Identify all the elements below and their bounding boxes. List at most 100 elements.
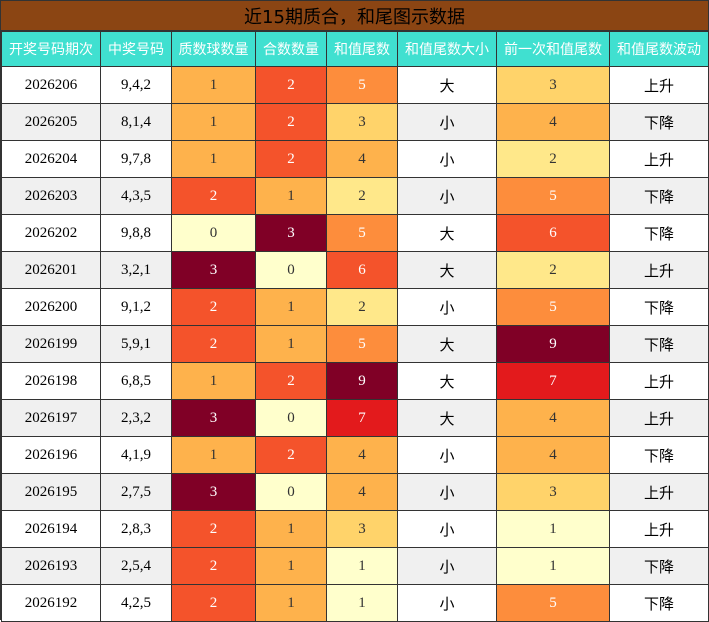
- sum-tail-cell: 7: [326, 399, 398, 437]
- prime-count-cell: 2: [171, 584, 256, 622]
- composite-count-cell: 3: [255, 214, 327, 252]
- prev-tail-cell: 2: [496, 251, 610, 289]
- prime-count-cell: 3: [171, 399, 256, 437]
- prime-count-cell: 1: [171, 66, 256, 104]
- composite-count-cell: 0: [255, 251, 327, 289]
- table-row: 2026200 9,1,2 2 1 2 小 5 下降: [1, 288, 709, 326]
- period-cell: 2026204: [1, 140, 101, 178]
- prev-tail-cell: 5: [496, 288, 610, 326]
- period-cell: 2026202: [1, 214, 101, 252]
- period-cell: 2026205: [1, 103, 101, 141]
- table-row: 2026205 8,1,4 1 2 3 小 4 下降: [1, 103, 709, 141]
- sum-tail-cell: 5: [326, 325, 398, 363]
- composite-count-cell: 1: [255, 325, 327, 363]
- tail-size-cell: 小: [397, 140, 497, 178]
- composite-count-cell: 1: [255, 547, 327, 585]
- tail-size-cell: 小: [397, 547, 497, 585]
- winning-numbers-cell: 9,7,8: [100, 140, 172, 178]
- table-row: 2026206 9,4,2 1 2 5 大 3 上升: [1, 66, 709, 104]
- winning-numbers-cell: 2,5,4: [100, 547, 172, 585]
- tail-trend-cell: 上升: [609, 399, 709, 437]
- tail-trend-cell: 上升: [609, 510, 709, 548]
- prev-tail-cell: 4: [496, 103, 610, 141]
- prime-count-cell: 1: [171, 103, 256, 141]
- winning-numbers-cell: 8,1,4: [100, 103, 172, 141]
- table-row: 2026201 3,2,1 3 0 6 大 2 上升: [1, 251, 709, 289]
- prev-tail-cell: 4: [496, 436, 610, 474]
- header-sum-tail: 和值尾数: [326, 31, 398, 67]
- tail-size-cell: 大: [397, 66, 497, 104]
- composite-count-cell: 1: [255, 510, 327, 548]
- sum-tail-cell: 1: [326, 584, 398, 622]
- winning-numbers-cell: 9,1,2: [100, 288, 172, 326]
- tail-size-cell: 小: [397, 103, 497, 141]
- composite-count-cell: 1: [255, 288, 327, 326]
- period-cell: 2026195: [1, 473, 101, 511]
- tail-size-cell: 大: [397, 362, 497, 400]
- prime-count-cell: 2: [171, 510, 256, 548]
- table-row: 2026202 9,8,8 0 3 5 大 6 下降: [1, 214, 709, 252]
- tail-size-cell: 大: [397, 251, 497, 289]
- table-row: 2026196 4,1,9 1 2 4 小 4 下降: [1, 436, 709, 474]
- composite-count-cell: 0: [255, 473, 327, 511]
- tail-trend-cell: 上升: [609, 66, 709, 104]
- prev-tail-cell: 6: [496, 214, 610, 252]
- winning-numbers-cell: 2,7,5: [100, 473, 172, 511]
- header-composite-count: 合数数量: [255, 31, 327, 67]
- table-row: 2026192 4,2,5 2 1 1 小 5 下降: [1, 584, 709, 622]
- sum-tail-cell: 5: [326, 66, 398, 104]
- lottery-stats-table: 开奖号码期次 中奖号码 质数球数量 合数数量 和值尾数 和值尾数大小 前一次和值…: [1, 31, 709, 622]
- period-cell: 2026197: [1, 399, 101, 437]
- tail-trend-cell: 下降: [609, 584, 709, 622]
- tail-trend-cell: 上升: [609, 251, 709, 289]
- table-row: 2026193 2,5,4 2 1 1 小 1 下降: [1, 547, 709, 585]
- header-prev-tail: 前一次和值尾数: [496, 31, 610, 67]
- prime-count-cell: 2: [171, 325, 256, 363]
- sum-tail-cell: 3: [326, 103, 398, 141]
- prev-tail-cell: 7: [496, 362, 610, 400]
- composite-count-cell: 1: [255, 177, 327, 215]
- header-period: 开奖号码期次: [1, 31, 101, 67]
- header-prime-count: 质数球数量: [171, 31, 256, 67]
- period-cell: 2026200: [1, 288, 101, 326]
- prime-count-cell: 2: [171, 288, 256, 326]
- tail-size-cell: 小: [397, 288, 497, 326]
- prev-tail-cell: 1: [496, 547, 610, 585]
- tail-trend-cell: 下降: [609, 177, 709, 215]
- header-numbers: 中奖号码: [100, 31, 172, 67]
- sum-tail-cell: 3: [326, 510, 398, 548]
- winning-numbers-cell: 5,9,1: [100, 325, 172, 363]
- tail-trend-cell: 下降: [609, 547, 709, 585]
- prime-count-cell: 1: [171, 140, 256, 178]
- table-row: 2026203 4,3,5 2 1 2 小 5 下降: [1, 177, 709, 215]
- header-tail-trend: 和值尾数波动: [609, 31, 709, 67]
- tail-size-cell: 小: [397, 436, 497, 474]
- table-row: 2026199 5,9,1 2 1 5 大 9 下降: [1, 325, 709, 363]
- period-cell: 2026201: [1, 251, 101, 289]
- prime-count-cell: 3: [171, 251, 256, 289]
- sum-tail-cell: 2: [326, 288, 398, 326]
- sum-tail-cell: 4: [326, 473, 398, 511]
- tail-trend-cell: 下降: [609, 103, 709, 141]
- header-row: 开奖号码期次 中奖号码 质数球数量 合数数量 和值尾数 和值尾数大小 前一次和值…: [1, 31, 709, 67]
- sum-tail-cell: 1: [326, 547, 398, 585]
- winning-numbers-cell: 9,4,2: [100, 66, 172, 104]
- table-title: 近15期质合，和尾图示数据: [1, 1, 708, 31]
- prime-count-cell: 1: [171, 362, 256, 400]
- table-row: 2026194 2,8,3 2 1 3 小 1 上升: [1, 510, 709, 548]
- prime-count-cell: 2: [171, 547, 256, 585]
- header-tail-size: 和值尾数大小: [397, 31, 497, 67]
- winning-numbers-cell: 2,8,3: [100, 510, 172, 548]
- period-cell: 2026198: [1, 362, 101, 400]
- prev-tail-cell: 5: [496, 177, 610, 215]
- tail-trend-cell: 下降: [609, 436, 709, 474]
- prev-tail-cell: 2: [496, 140, 610, 178]
- table-row: 2026195 2,7,5 3 0 4 小 3 上升: [1, 473, 709, 511]
- period-cell: 2026194: [1, 510, 101, 548]
- period-cell: 2026196: [1, 436, 101, 474]
- prev-tail-cell: 3: [496, 473, 610, 511]
- period-cell: 2026203: [1, 177, 101, 215]
- prev-tail-cell: 4: [496, 399, 610, 437]
- tail-size-cell: 小: [397, 473, 497, 511]
- winning-numbers-cell: 4,3,5: [100, 177, 172, 215]
